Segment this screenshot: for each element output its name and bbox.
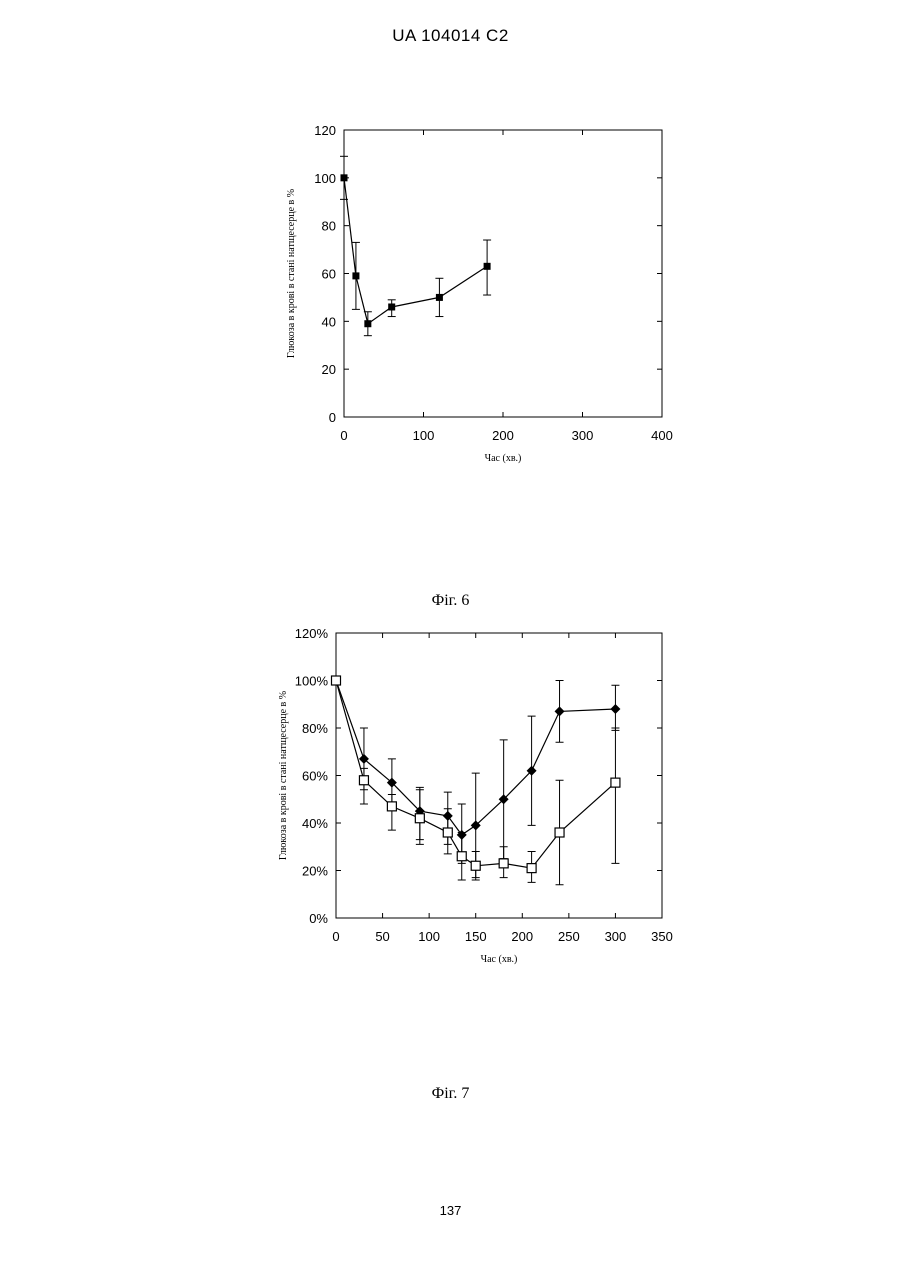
y-tick-label: 60% xyxy=(302,769,328,784)
plot-frame xyxy=(336,633,662,918)
x-tick-label: 200 xyxy=(511,929,533,944)
data-point-open-square xyxy=(611,778,620,787)
data-point-open-square xyxy=(527,864,536,873)
y-tick-label: 40% xyxy=(302,816,328,831)
x-tick-label: 250 xyxy=(558,929,580,944)
y-tick-label: 100% xyxy=(295,674,329,689)
data-point-open-square xyxy=(387,802,396,811)
data-point-open-square xyxy=(443,828,452,837)
x-tick-label: 100 xyxy=(418,929,440,944)
data-point-open-square xyxy=(499,859,508,868)
data-point-open-square xyxy=(332,676,341,685)
data-point-diamond xyxy=(610,704,620,714)
x-axis-title: Час (хв.) xyxy=(481,954,518,965)
y-tick-label: 20% xyxy=(302,864,328,879)
y-tick-label: 120% xyxy=(295,626,329,641)
y-axis-title: Глюкоза в крові в стані натщесерце в % xyxy=(278,691,289,860)
data-point-diamond xyxy=(555,706,565,716)
data-point-open-square xyxy=(555,828,564,837)
y-tick-label: 0% xyxy=(309,911,328,926)
y-tick-label: 80% xyxy=(302,721,328,736)
x-tick-label: 300 xyxy=(605,929,627,944)
x-tick-label: 350 xyxy=(651,929,673,944)
data-point-open-square xyxy=(471,861,480,870)
x-tick-label: 0 xyxy=(332,929,339,944)
page-number: 137 xyxy=(0,1203,901,1218)
x-tick-label: 50 xyxy=(375,929,389,944)
data-point-open-square xyxy=(457,852,466,861)
x-tick-label: 150 xyxy=(465,929,487,944)
data-point-open-square xyxy=(415,814,424,823)
data-point-open-square xyxy=(359,776,368,785)
figure-caption-7: Фіг. 7 xyxy=(0,1085,901,1103)
